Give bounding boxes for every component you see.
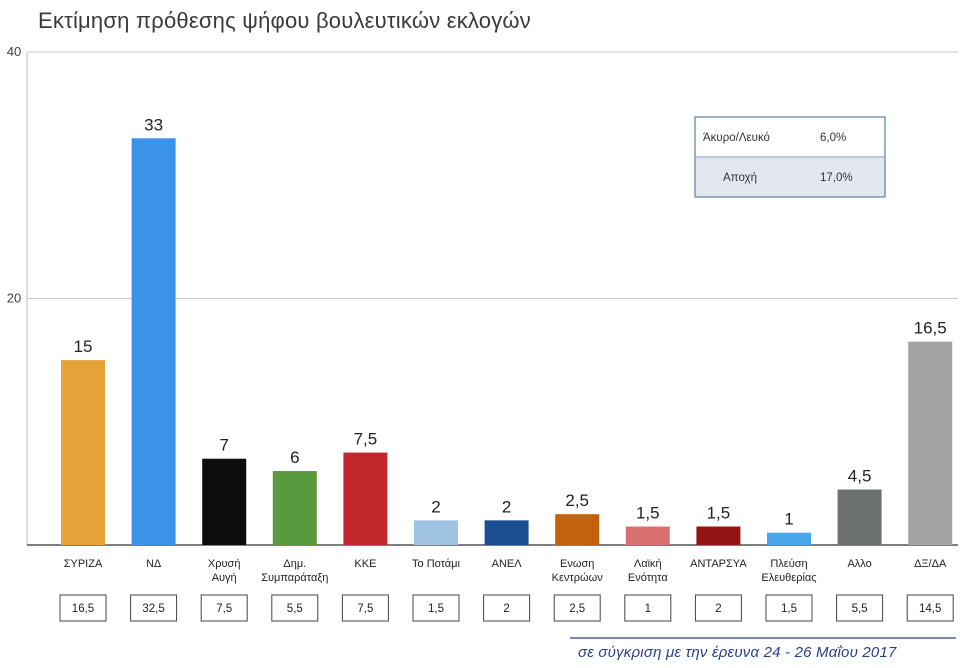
previous-value-box bbox=[836, 594, 884, 622]
data-label: 2 bbox=[431, 497, 440, 516]
previous-value-label: 2 bbox=[503, 603, 509, 615]
category-label: Ενότητα bbox=[628, 572, 668, 584]
category-label: ΝΔ bbox=[146, 558, 162, 570]
bar bbox=[61, 360, 105, 545]
labels-layer: 15 ΣΥΡΙΖΑ 33 ΝΔ 7 Χρυσή Αυγή 6 Δημ. Συμπαράταξη 7,… bbox=[64, 115, 947, 584]
bar bbox=[272, 471, 317, 545]
data-label: 2 bbox=[502, 497, 511, 516]
previous-value-box bbox=[200, 594, 248, 622]
category-label: ΣΥΡΙΖΑ bbox=[64, 558, 103, 570]
previous-value-label: 7,5 bbox=[216, 603, 232, 615]
data-label: 1,5 bbox=[707, 504, 731, 523]
bar bbox=[131, 138, 176, 545]
previous-value-label: 32,5 bbox=[142, 603, 164, 615]
data-label: 7,5 bbox=[354, 430, 378, 449]
category-label: ΑΝΤΑΡΣΥΑ bbox=[690, 558, 747, 570]
previous-value-box bbox=[624, 594, 672, 622]
data-label: 2,5 bbox=[565, 491, 589, 510]
data-label: 6 bbox=[290, 448, 299, 467]
previous-value-box bbox=[271, 594, 319, 622]
previous-value-label: 14,5 bbox=[919, 603, 941, 615]
legend-row-value: 17,0% bbox=[820, 172, 853, 184]
legend-row-label: Αποχή bbox=[723, 172, 757, 184]
bar bbox=[555, 514, 600, 545]
category-label: Ελευθερίας bbox=[761, 572, 816, 584]
category-label: Δημ. bbox=[283, 558, 306, 570]
category-label: Χρυσή bbox=[208, 558, 241, 570]
previous-value-box bbox=[694, 594, 742, 622]
category-label: Ενωση bbox=[560, 558, 594, 570]
bar bbox=[837, 489, 882, 545]
category-label: Λαϊκή bbox=[634, 558, 662, 570]
data-label: 33 bbox=[144, 115, 163, 134]
previous-value-box bbox=[59, 594, 107, 622]
previous-value-box bbox=[130, 594, 178, 622]
previous-value-label: 1,5 bbox=[428, 603, 444, 615]
data-label: 1 bbox=[784, 510, 793, 529]
comparison-row: 16,5 32,5 7,5 5,5 7,5 1,5 2 2,5 1 2 1,5 5,5 14,5 bbox=[59, 594, 954, 622]
comparison-note: σε σύγκριση με την έρευνα 24 - 26 Μαΐου … bbox=[578, 644, 897, 661]
legend-row-value: 6,0% bbox=[820, 132, 846, 144]
previous-value-box bbox=[341, 594, 389, 622]
previous-value-label: 5,5 bbox=[287, 603, 303, 615]
category-label: ΚΚΕ bbox=[354, 558, 376, 570]
bar bbox=[625, 526, 670, 545]
bar bbox=[484, 520, 529, 545]
category-label: ΑΝΕΛ bbox=[492, 558, 523, 570]
legend-box: Άκυρο/Λευκό 6,0% Αποχή 17,0% bbox=[694, 116, 886, 198]
bar bbox=[202, 458, 247, 545]
previous-value-box bbox=[765, 594, 813, 622]
y-tick-label: 20 bbox=[7, 291, 21, 306]
category-label: Το Ποτάμι bbox=[412, 558, 460, 570]
previous-value-box bbox=[483, 594, 531, 622]
legend-row-background bbox=[695, 117, 885, 157]
category-label: Συμπαράταξη bbox=[261, 572, 328, 584]
previous-value-label: 5,5 bbox=[852, 603, 868, 615]
category-label: ΔΞ/ΔΑ bbox=[914, 558, 947, 570]
previous-value-label: 2 bbox=[715, 603, 721, 615]
previous-value-label: 1 bbox=[645, 603, 651, 615]
previous-value-box bbox=[412, 594, 460, 622]
previous-value-label: 7,5 bbox=[357, 603, 373, 615]
previous-value-label: 1,5 bbox=[781, 603, 797, 615]
bar bbox=[908, 341, 953, 545]
data-label: 15 bbox=[74, 337, 93, 356]
data-label: 4,5 bbox=[848, 467, 872, 486]
y-tick-label: 40 bbox=[7, 44, 21, 59]
chart-title: Εκτίμηση πρόθεσης ψήφου βουλευτικών εκλο… bbox=[38, 8, 531, 33]
previous-value-box bbox=[906, 594, 954, 622]
legend-row-label: Άκυρο/Λευκό bbox=[703, 132, 770, 144]
category-label: Κεντρώων bbox=[552, 572, 604, 584]
bars-layer bbox=[61, 138, 953, 545]
bar bbox=[696, 526, 741, 545]
category-label: Πλεύση bbox=[770, 558, 807, 570]
data-label: 16,5 bbox=[914, 319, 947, 338]
category-label: Αλλο bbox=[847, 558, 871, 570]
category-label: Αυγή bbox=[212, 572, 237, 584]
legend-row-background bbox=[695, 157, 885, 197]
bar bbox=[343, 452, 388, 545]
bar bbox=[767, 532, 811, 545]
data-label: 7 bbox=[219, 436, 228, 455]
previous-value-box bbox=[553, 594, 601, 622]
previous-value-label: 2,5 bbox=[569, 603, 585, 615]
previous-value-label: 16,5 bbox=[72, 603, 94, 615]
bar bbox=[414, 520, 458, 545]
data-label: 1,5 bbox=[636, 504, 660, 523]
